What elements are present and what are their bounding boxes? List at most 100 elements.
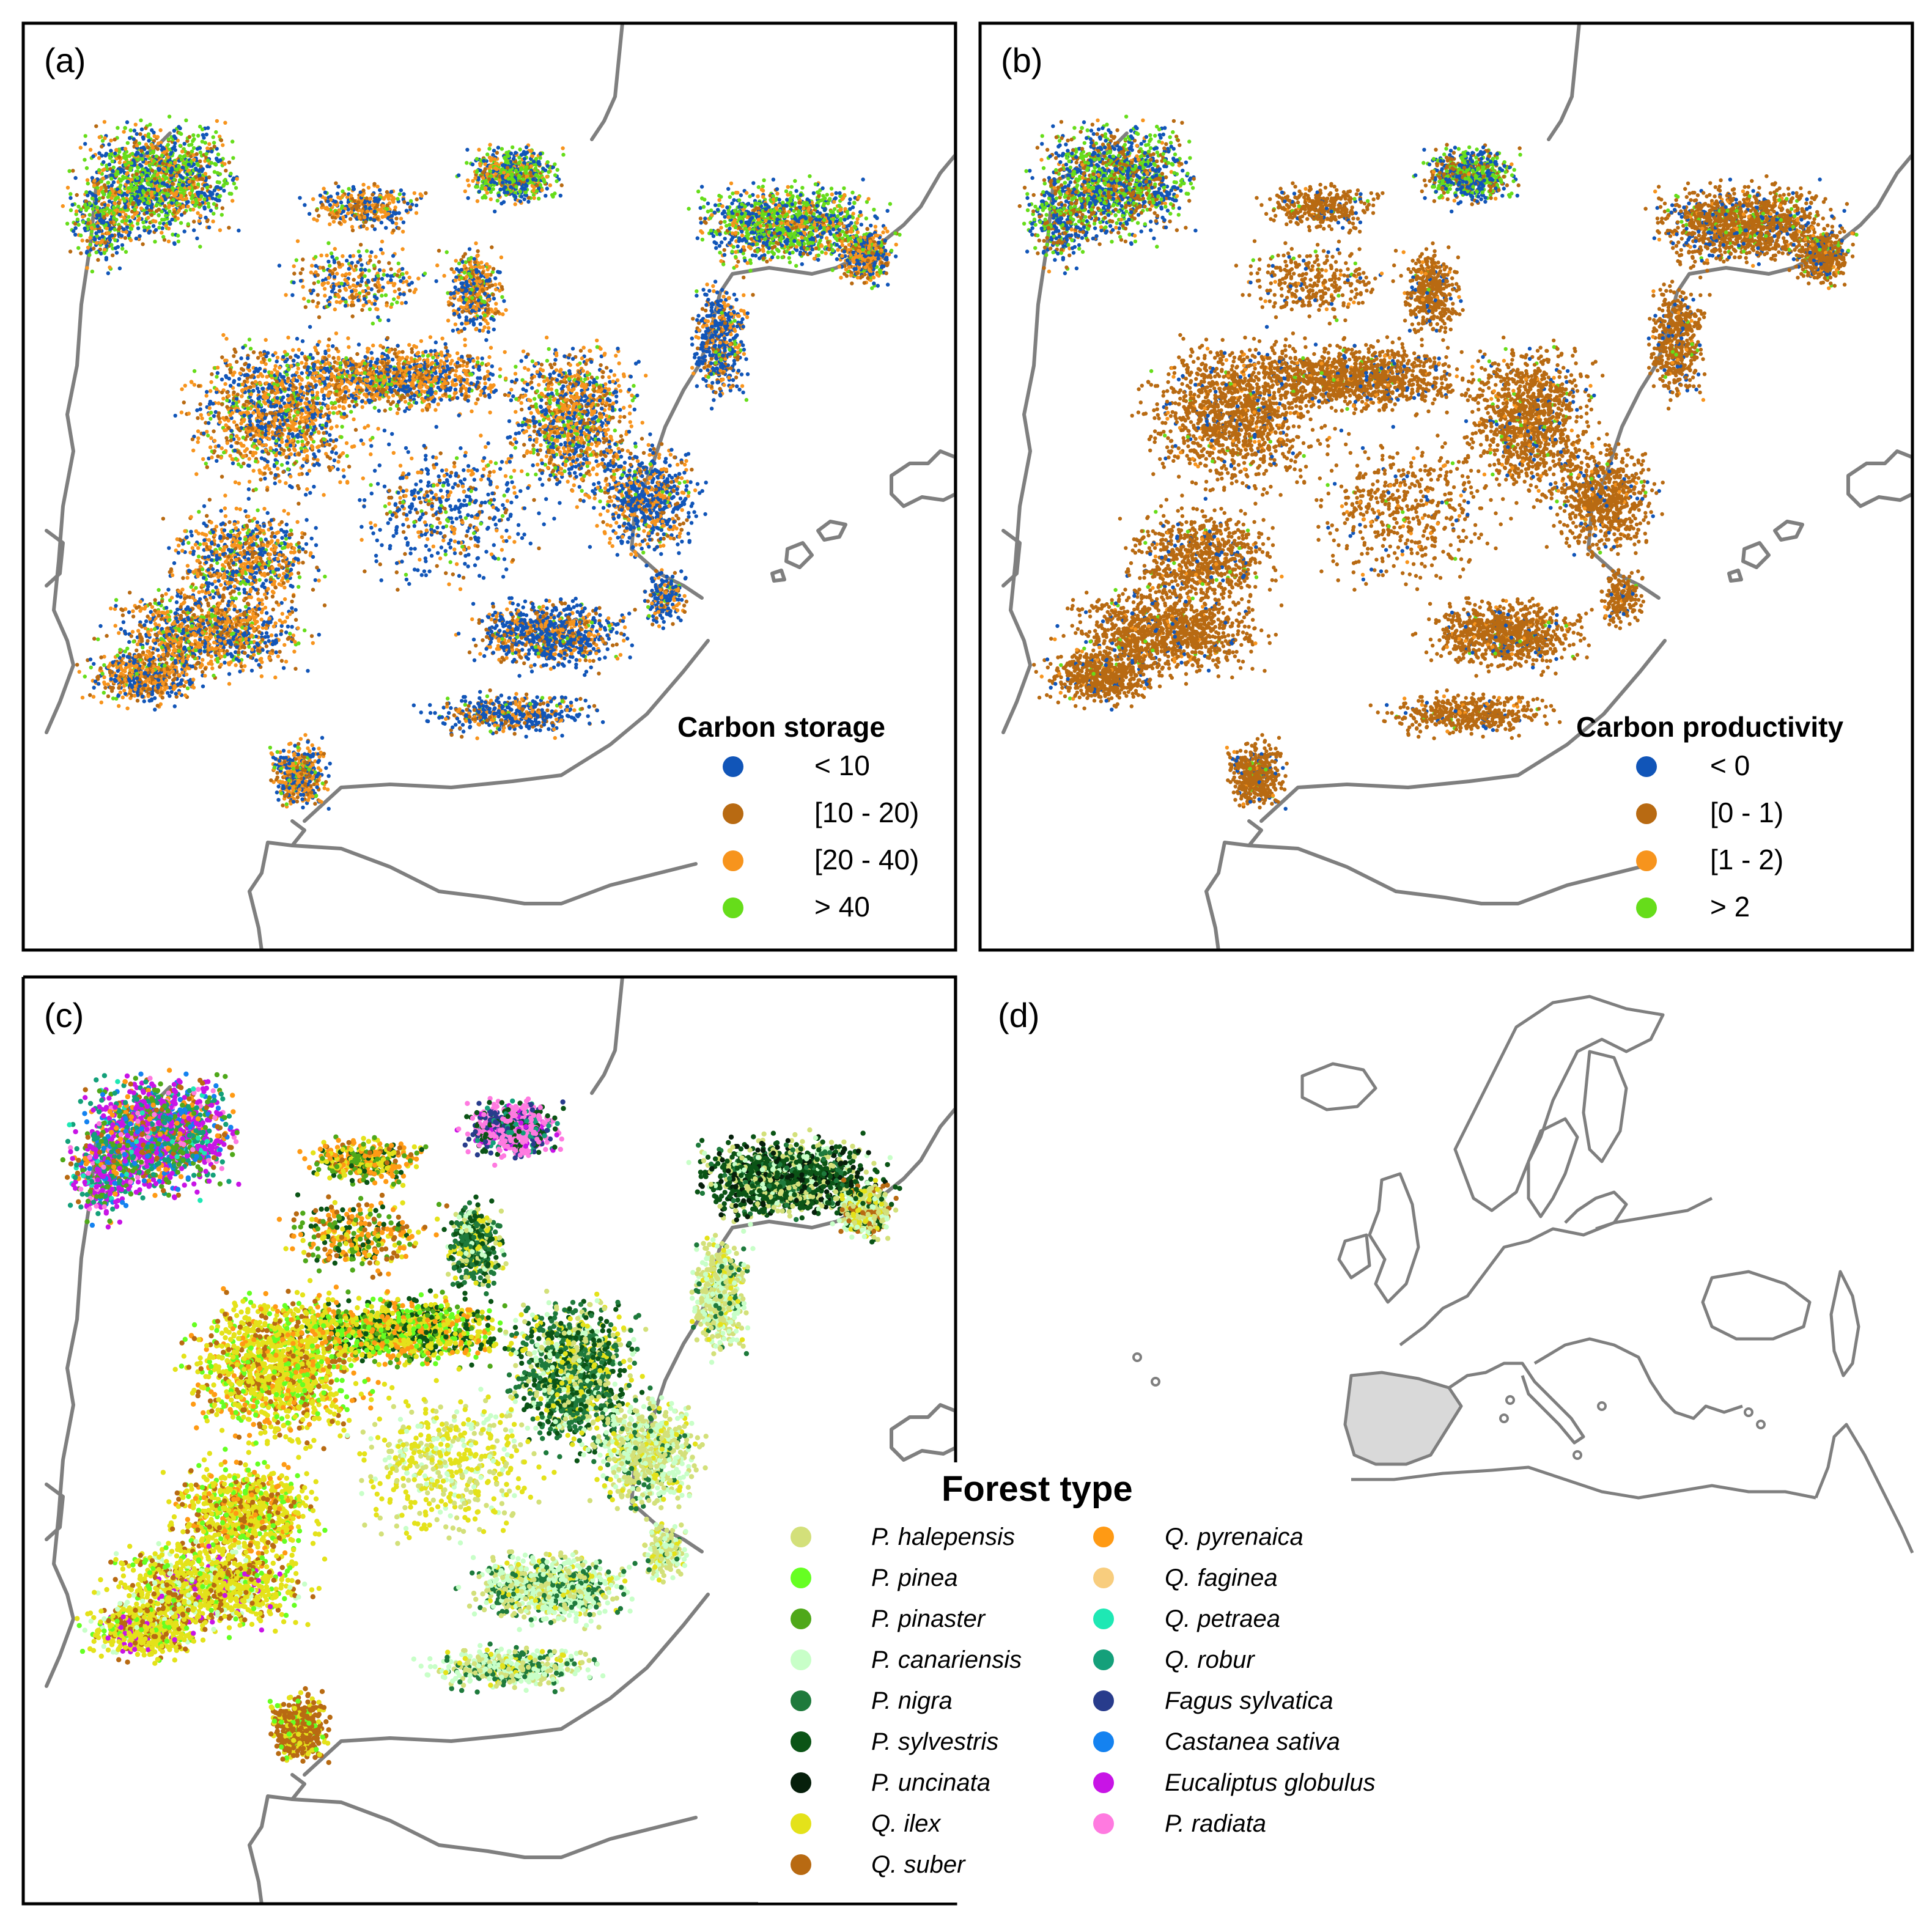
plot-point: [402, 192, 406, 196]
plot-point: [797, 243, 802, 247]
plot-point: [68, 192, 73, 196]
plot-point: [161, 161, 165, 166]
plot-point: [103, 153, 108, 158]
plot-point: [528, 171, 533, 175]
plot-point: [731, 378, 736, 382]
plot-point: [748, 218, 753, 223]
plot-point: [478, 322, 482, 326]
africa-coastline: [248, 841, 698, 950]
plot-point: [736, 345, 740, 350]
plot-point: [402, 200, 407, 204]
plot-point: [824, 213, 829, 217]
plot-point: [814, 218, 819, 222]
plot-point: [871, 251, 876, 256]
plot-point: [196, 211, 200, 215]
plot-point: [179, 221, 183, 225]
plot-point: [112, 227, 117, 232]
plot-point: [170, 186, 175, 190]
plot-point: [325, 205, 329, 210]
plot-point: [837, 265, 842, 269]
plot-point: [364, 219, 368, 224]
plot-point: [687, 207, 691, 211]
plot-point: [805, 203, 809, 207]
plot-point: [709, 208, 713, 213]
plot-point: [748, 194, 752, 199]
plot-point: [885, 229, 890, 234]
plot-point: [728, 226, 732, 231]
plot-point: [785, 197, 789, 202]
plot-point: [488, 142, 492, 147]
plot-point: [133, 207, 137, 212]
plot-point: [163, 188, 168, 193]
plot-point: [728, 325, 732, 330]
plot-point: [723, 336, 727, 341]
plot-point: [218, 228, 223, 232]
plot-point: [191, 194, 195, 198]
plot-point: [100, 153, 104, 158]
plot-point: [481, 171, 485, 175]
plot-point: [107, 162, 112, 167]
plot-point: [820, 213, 825, 218]
plot-point: [835, 243, 839, 247]
plot-point: [204, 152, 208, 156]
plot-point: [315, 218, 319, 223]
plot-point: [178, 126, 182, 131]
plot-point: [227, 160, 232, 164]
plot-point: [227, 226, 231, 230]
plot-point: [79, 233, 83, 238]
plot-point: [110, 159, 114, 163]
plot-point: [158, 199, 163, 204]
plot-point: [836, 214, 840, 218]
plot-point: [872, 207, 876, 212]
plot-point: [800, 262, 805, 267]
plot-point: [232, 182, 237, 186]
plot-point: [784, 189, 789, 193]
plot-point: [744, 397, 749, 402]
plot-point: [862, 281, 867, 285]
plot-point: [798, 205, 803, 210]
plot-point: [94, 250, 98, 254]
plot-point: [117, 212, 122, 217]
plot-point: [807, 234, 811, 238]
plot-point: [200, 177, 204, 182]
plot-point: [511, 157, 516, 161]
plot-point: [216, 152, 221, 157]
plot-point: [330, 215, 335, 219]
plot-point: [146, 181, 150, 185]
plot-point: [174, 174, 179, 178]
plot-point: [380, 215, 385, 219]
plot-point: [102, 183, 107, 188]
plot-point: [808, 174, 812, 179]
plot-point: [95, 224, 100, 229]
plot-point: [769, 241, 773, 245]
plot-point: [424, 191, 428, 196]
plot-point: [791, 250, 795, 255]
plot-point: [169, 152, 173, 156]
plot-point: [128, 226, 133, 230]
plot-point: [847, 215, 852, 219]
plot-point: [785, 238, 789, 242]
plot-point: [830, 192, 835, 197]
plot-point: [740, 229, 744, 234]
plot-point: [740, 233, 745, 238]
plot-point: [86, 221, 90, 226]
plot-point: [161, 146, 165, 150]
plot-point: [851, 258, 856, 263]
plot-point: [866, 197, 871, 201]
plot-point: [804, 237, 808, 241]
plot-point: [218, 158, 223, 163]
plot-point: [95, 186, 100, 190]
plot-point: [509, 185, 513, 189]
plot-point: [699, 185, 704, 189]
plot-point: [120, 246, 125, 251]
plot-point: [341, 194, 345, 198]
plot-point: [709, 407, 714, 411]
plot-point: [83, 226, 87, 230]
plot-point: [756, 194, 760, 199]
plot-point: [390, 213, 394, 218]
plot-point: [167, 114, 172, 119]
plot-point: [150, 168, 155, 173]
plot-point: [848, 197, 852, 202]
plot-point: [151, 224, 156, 228]
plot-point: [821, 204, 826, 208]
